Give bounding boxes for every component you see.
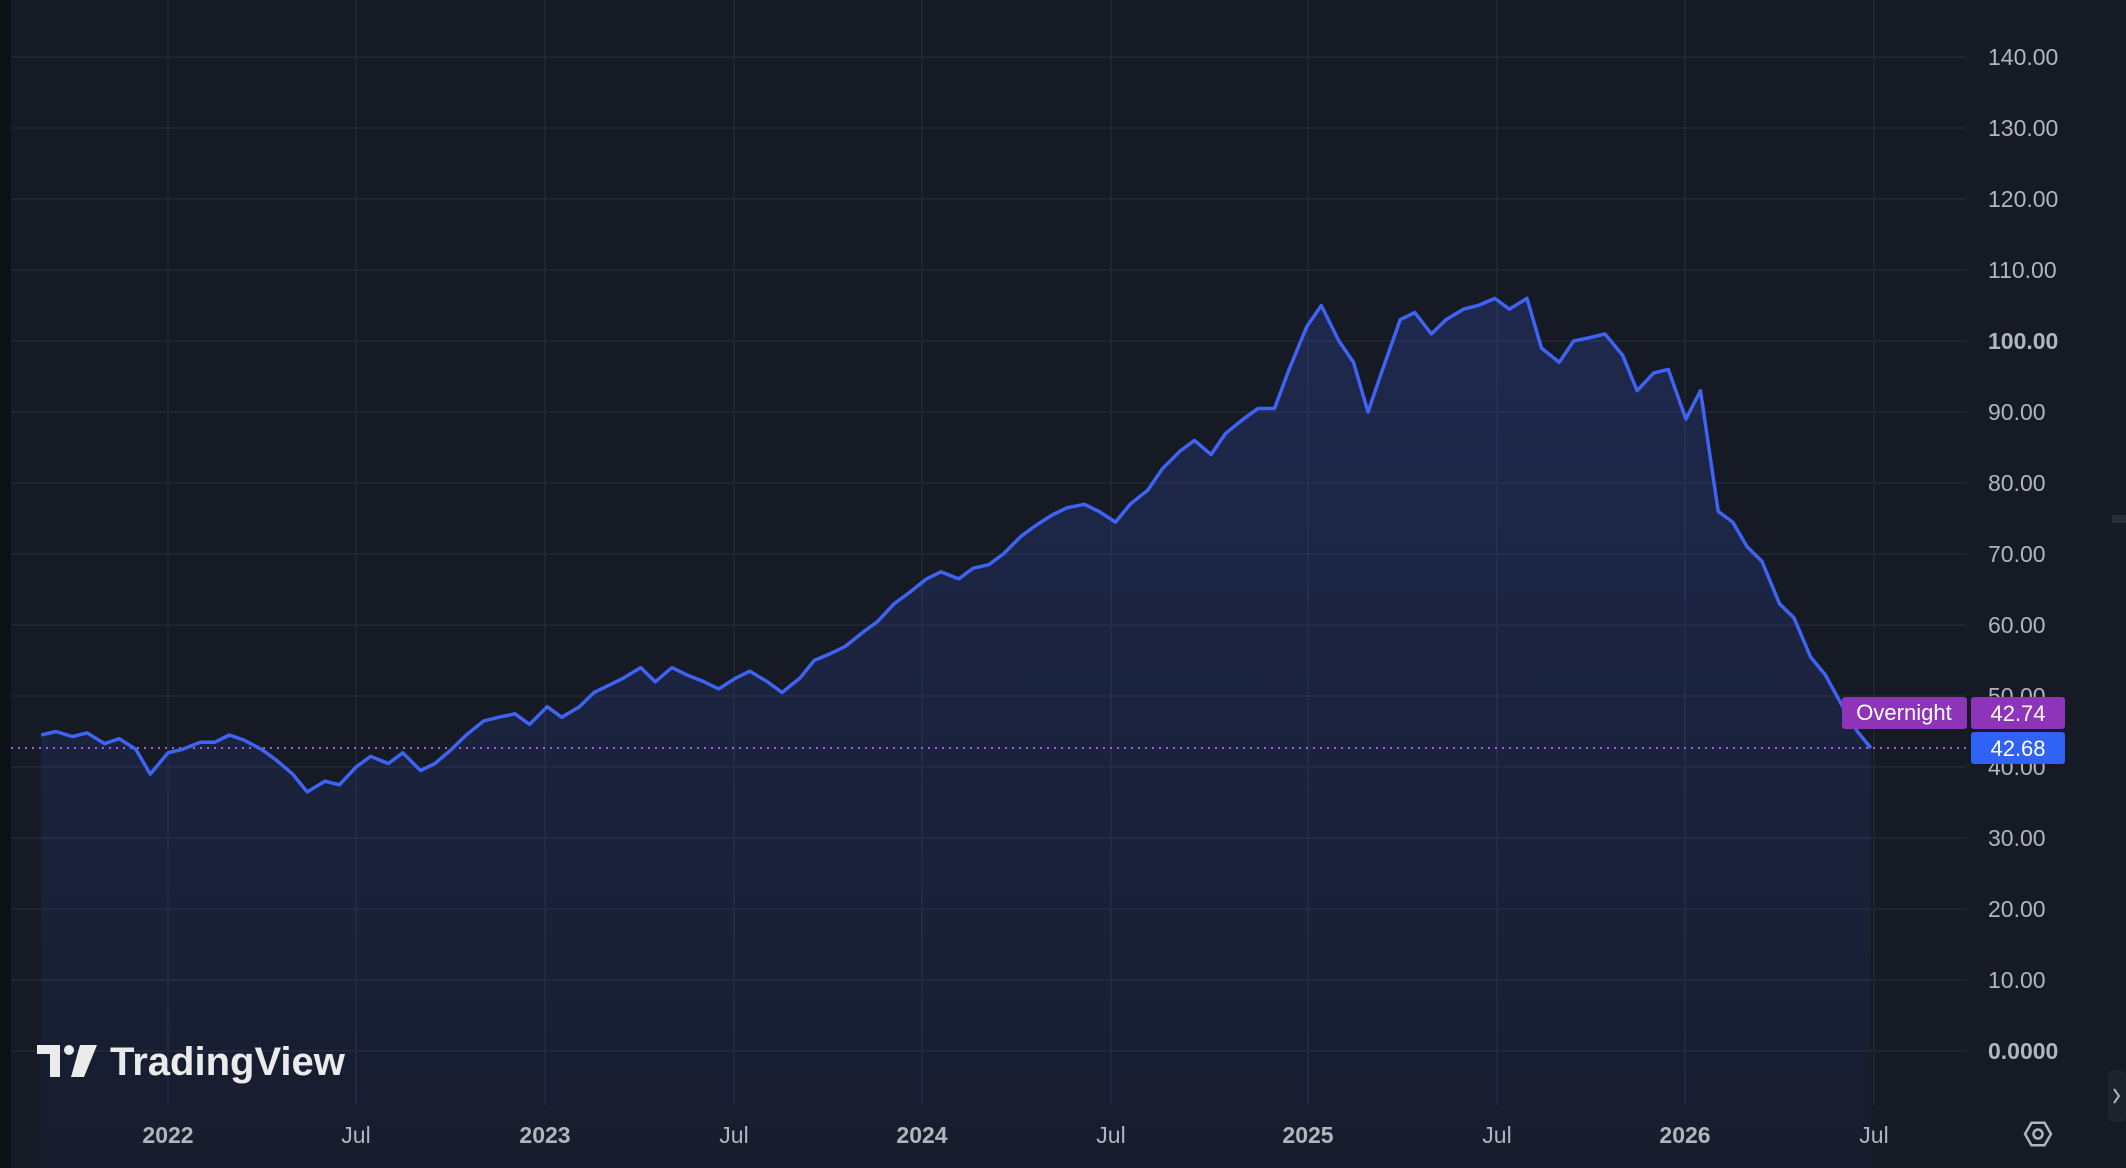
y-tick-label: 30.00 <box>1988 825 2046 851</box>
x-tick-label: 2023 <box>519 1122 570 1148</box>
price-axis[interactable]: 0.000010.0020.0030.0040.0050.0060.0070.0… <box>1988 44 2058 1064</box>
x-tick-label: Jul <box>1482 1122 1511 1148</box>
x-tick-label: Jul <box>719 1122 748 1148</box>
y-tick-label: 0.0000 <box>1988 1038 2058 1064</box>
y-tick-label: 70.00 <box>1988 541 2046 567</box>
y-tick-label: 60.00 <box>1988 612 2046 638</box>
tradingview-logo-icon <box>37 1045 97 1077</box>
y-tick-label: 140.00 <box>1988 44 2058 70</box>
x-tick-label: Jul <box>1096 1122 1125 1148</box>
panel-divider-marker <box>2112 515 2126 523</box>
right-panel-handle[interactable] <box>2108 1070 2126 1122</box>
x-tick-label: Jul <box>341 1122 370 1148</box>
last-price-badge: 42.68 <box>1971 732 2065 764</box>
y-tick-label: 10.00 <box>1988 967 2046 993</box>
x-tick-label: 2025 <box>1282 1122 1333 1148</box>
y-tick-label: 90.00 <box>1988 399 2046 425</box>
overnight-label: Overnight <box>1856 700 1951 725</box>
x-tick-label: 2024 <box>896 1122 947 1148</box>
price-area-fill <box>41 298 1871 1168</box>
y-tick-label: 20.00 <box>1988 896 2046 922</box>
y-tick-label: 130.00 <box>1988 115 2058 141</box>
time-axis[interactable]: 2022 Jul 2023 Jul 2024 Jul 2025 Jul 2026 Jul <box>142 1122 1888 1148</box>
y-tick-label: 100.00 <box>1988 328 2058 354</box>
y-tick-label: 110.00 <box>1988 257 2057 283</box>
x-tick-label: Jul <box>1859 1122 1888 1148</box>
tradingview-logo[interactable]: TradingView <box>37 1040 346 1084</box>
price-series-line[interactable] <box>40 296 1873 794</box>
overnight-value: 42.74 <box>1990 701 2045 726</box>
y-tick-label: 120.00 <box>1988 186 2058 212</box>
y-tick-label: 80.00 <box>1988 470 2046 496</box>
left-border <box>0 0 11 1168</box>
x-tick-label: 2026 <box>1659 1122 1710 1148</box>
overnight-badge: Overnight 42.74 <box>1842 697 2065 729</box>
x-tick-label: 2022 <box>142 1122 193 1148</box>
last-price-value: 42.68 <box>1990 736 2045 761</box>
tradingview-wordmark: TradingView <box>110 1040 346 1084</box>
settings-icon[interactable] <box>2023 1121 2053 1147</box>
